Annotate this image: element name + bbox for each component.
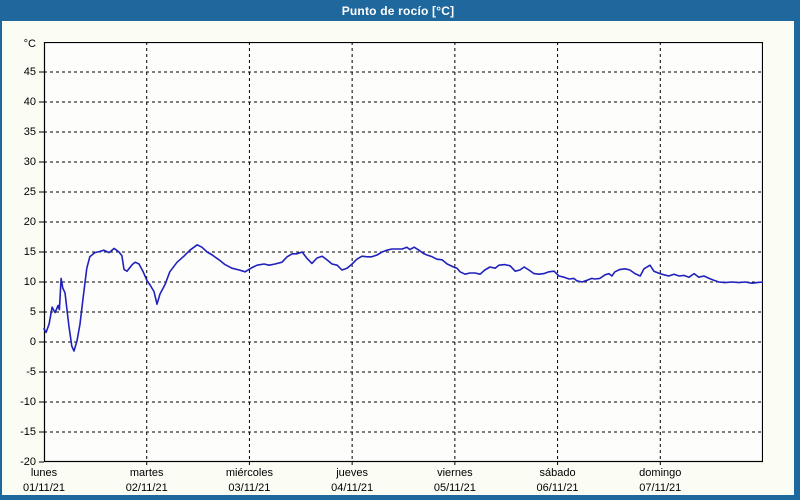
y-axis-label: 15 bbox=[23, 246, 36, 258]
x-axis-day-label: domingo 07/11/21 bbox=[608, 466, 712, 495]
y-axis-label: -5 bbox=[26, 366, 36, 378]
plot-area bbox=[39, 42, 763, 468]
y-axis-tick-labels: °C 45 40 35 30 25 20 15 10 5 0 -5 -10 -15 -20 bbox=[2, 0, 36, 495]
y-axis-label: 45 bbox=[23, 66, 36, 78]
x-axis-day-label: viernes 05/11/21 bbox=[403, 466, 507, 495]
plot-background bbox=[44, 42, 763, 462]
y-axis-label: -20 bbox=[20, 456, 36, 468]
y-axis-label: -10 bbox=[20, 396, 36, 408]
dew-point-line bbox=[43, 244, 763, 352]
y-axis-label: 30 bbox=[23, 156, 36, 168]
day-date: 02/11/21 bbox=[125, 482, 168, 494]
x-axis-day-label: martes 02/11/21 bbox=[95, 466, 199, 495]
x-axis-day-label: sábado 06/11/21 bbox=[506, 466, 610, 495]
y-axis-label: 20 bbox=[23, 216, 36, 228]
y-axis-unit-label: °C bbox=[23, 38, 36, 50]
x-axis-day-label: miércoles 03/11/21 bbox=[197, 466, 301, 495]
y-axis-label: 40 bbox=[23, 96, 36, 108]
day-date: 06/11/21 bbox=[536, 482, 579, 494]
y-axis-label: 5 bbox=[29, 306, 36, 318]
y-axis-label: 35 bbox=[23, 126, 36, 138]
y-axis-label: 25 bbox=[23, 186, 36, 198]
window-titlebar: Punto de rocío [°C] bbox=[2, 0, 794, 21]
day-date: 04/11/21 bbox=[331, 482, 374, 494]
day-date: 05/11/21 bbox=[433, 482, 476, 494]
day-date: 07/11/21 bbox=[639, 482, 682, 494]
day-date: 03/11/21 bbox=[228, 482, 271, 494]
y-axis-label: 10 bbox=[23, 276, 36, 288]
y-axis-label: -15 bbox=[20, 426, 36, 438]
plot-border bbox=[43, 42, 763, 463]
window-title: Punto de rocío [°C] bbox=[341, 3, 455, 18]
y-axis-label: 0 bbox=[29, 336, 36, 348]
x-axis-day-label: jueves 04/11/21 bbox=[300, 466, 404, 495]
